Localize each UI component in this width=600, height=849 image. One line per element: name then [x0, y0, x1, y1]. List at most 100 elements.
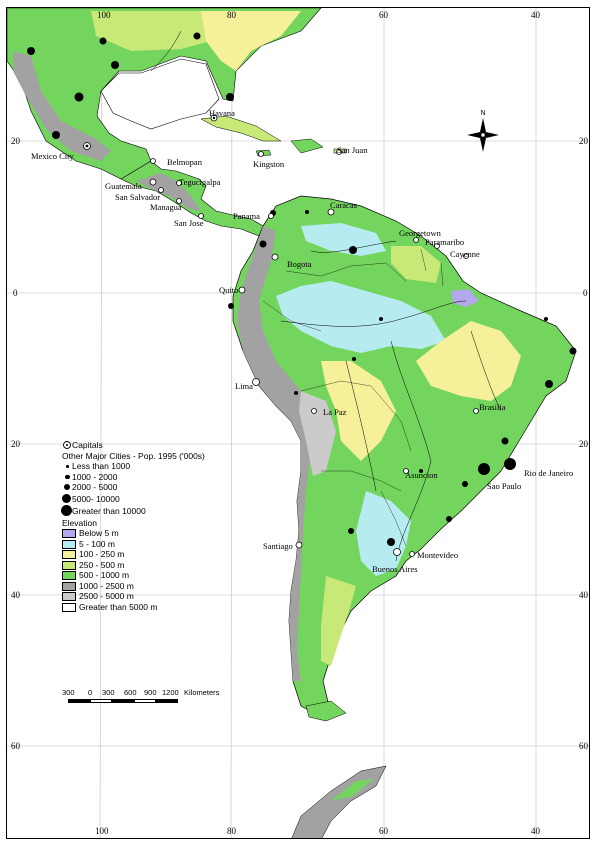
city-label[interactable]: Georgetown — [399, 228, 441, 238]
city-size-dot-icon — [64, 484, 70, 490]
terrain-amazon-delta — [451, 289, 479, 307]
legend-elevation-label: 2500 - 5000 m — [79, 591, 134, 601]
legend-cities-title: Other Major Cities - Pop. 1995 ('000s) — [62, 450, 205, 461]
city-dot — [419, 469, 423, 473]
city-size-dot-icon — [61, 504, 72, 516]
legend-elevation-row: 100 - 250 m — [62, 549, 212, 560]
city-dot — [446, 516, 452, 522]
city-label[interactable]: San Jose — [174, 218, 204, 228]
legend-elevation-label: 5 - 100 m — [79, 538, 115, 549]
city-label[interactable]: Belmopan — [167, 157, 202, 167]
city-label[interactable]: Bogota — [287, 259, 312, 269]
city-label[interactable]: La Paz — [323, 407, 347, 417]
legend-elevation-row: Greater than 5000 m — [62, 602, 212, 613]
city-label[interactable]: Mexico City — [31, 151, 74, 161]
legend-elevation-row: 5 - 100 m — [62, 539, 212, 550]
country-borders — [262, 248, 444, 547]
city-label[interactable]: San Salvador — [115, 192, 161, 202]
city-label[interactable]: Panama — [233, 211, 260, 221]
lon-label-bottom: 80 — [227, 826, 236, 836]
lon-label-bottom: 40 — [531, 826, 540, 836]
city-dot — [27, 47, 35, 55]
city-label[interactable]: Kingston — [253, 159, 285, 169]
legend-size-row: 2000 - 5000 — [62, 482, 212, 493]
city-label[interactable]: Managua — [150, 202, 182, 212]
legend-capitals-label: Capitals — [72, 440, 103, 450]
city-dot — [387, 538, 395, 546]
elevation-swatch — [62, 539, 76, 549]
scale-label: 300 — [102, 688, 115, 697]
scale-label: 1200 — [162, 688, 179, 697]
legend-size-row: 1000 - 2000 — [62, 472, 212, 483]
city-label[interactable]: San Juan — [337, 145, 368, 155]
city-label[interactable]: Paramaribo — [425, 237, 465, 247]
legend-elevation-title-row: Elevation — [62, 518, 212, 529]
elevation-swatch — [62, 602, 76, 612]
legend-elevation-row: 500 - 1000 m — [62, 570, 212, 581]
city-label[interactable]: Brasilia — [479, 402, 506, 412]
scale-label: 600 — [124, 688, 137, 697]
terrain-altiplano — [299, 391, 336, 476]
legend-elevation-row: 1000 - 2500 m — [62, 581, 212, 592]
city-dot — [478, 463, 490, 475]
city-label[interactable]: Guatemala — [105, 181, 142, 191]
lon-label-top: 40 — [531, 10, 540, 20]
legend-size-label: 2000 - 5000 — [72, 482, 118, 492]
city-markers — [27, 32, 577, 546]
lat-label-right: 40 — [579, 590, 588, 600]
lon-label-top: 80 — [227, 10, 236, 20]
scale-label: 300 — [62, 688, 75, 697]
lon-label-bottom: 100 — [95, 826, 109, 836]
island-cuba — [200, 115, 282, 142]
legend-elevation-label: 100 - 250 m — [79, 549, 125, 559]
map-canvas[interactable] — [7, 8, 590, 839]
city-dot — [193, 32, 201, 40]
city-dot — [99, 37, 107, 45]
terrain-us-coastal — [201, 11, 301, 71]
scale-label: 900 — [144, 688, 157, 697]
lon-label-bottom: 60 — [379, 826, 388, 836]
terrain-andes — [237, 226, 316, 681]
city-label[interactable]: Cayenne — [450, 249, 480, 259]
city-dot — [501, 437, 509, 445]
city-label[interactable]: Tegucigalpa — [179, 177, 221, 187]
legend-elevation-row: 250 - 500 m — [62, 560, 212, 571]
lat-label-left: 20 — [11, 439, 20, 449]
city-dot — [544, 317, 548, 321]
island-hispaniola — [290, 138, 324, 154]
legend-elevation-title: Elevation — [62, 517, 97, 528]
city-label[interactable]: Lima — [235, 381, 253, 391]
city-size-dot-icon — [65, 474, 70, 479]
city-label[interactable]: Caracas — [330, 200, 357, 210]
legend-size-label: Greater than 10000 — [72, 505, 146, 516]
lon-label-top: 60 — [379, 10, 388, 20]
elevation-swatch — [62, 560, 76, 570]
city-label[interactable]: Rio de Janeiro — [524, 468, 574, 478]
city-label[interactable]: Asuncion — [405, 470, 438, 480]
city-dot — [504, 458, 516, 470]
city-label[interactable]: Havana — [209, 108, 235, 118]
city-dot — [352, 357, 356, 361]
legend-size-label: Less than 1000 — [72, 461, 131, 471]
city-label[interactable]: Montevideo — [417, 550, 459, 560]
city-size-dot-icon — [66, 465, 69, 468]
city-label[interactable]: Buenos Aires — [372, 564, 418, 574]
legend-size-label: 5000- 10000 — [72, 493, 120, 504]
terrain-patagonia — [321, 576, 356, 666]
city-dot — [111, 61, 119, 69]
legend-capitals-row: Capitals — [62, 440, 212, 451]
capital-markers — [83, 114, 479, 557]
city-label[interactable]: Santiago — [263, 541, 293, 551]
city-label[interactable]: Sao Paulo — [487, 481, 522, 491]
elevation-swatch — [62, 529, 76, 538]
city-dot — [379, 317, 383, 321]
elevation-swatch — [62, 592, 76, 601]
lat-label-left: 40 — [11, 590, 20, 600]
scale-bar: 300 0 300 600 900 1200 Kilometers — [60, 688, 260, 712]
lat-label-right: 60 — [579, 741, 588, 751]
map-frame: 100 80 60 40 100 80 60 40 20 0 20 40 60 … — [6, 7, 590, 839]
elevation-swatch — [62, 550, 76, 559]
compass-north-label: N — [480, 110, 485, 117]
city-dot — [349, 246, 357, 254]
city-label[interactable]: Quito — [219, 285, 239, 295]
